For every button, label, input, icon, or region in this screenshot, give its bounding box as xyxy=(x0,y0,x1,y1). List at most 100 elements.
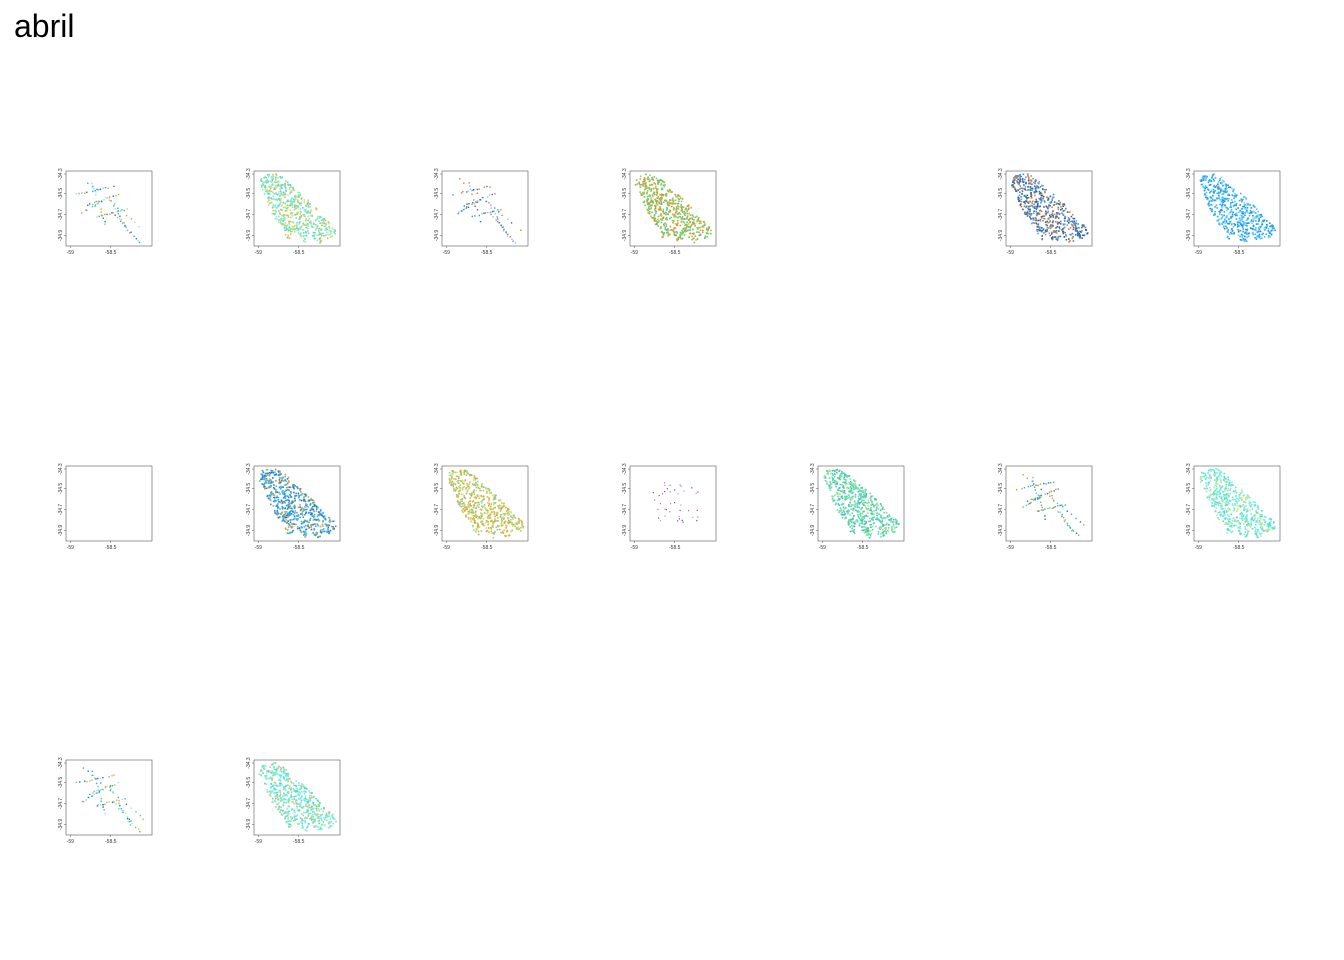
data-point xyxy=(99,188,102,190)
data-point xyxy=(682,231,684,234)
data-point xyxy=(862,504,865,506)
data-point xyxy=(1026,477,1029,480)
data-point xyxy=(1040,501,1042,503)
data-point xyxy=(1235,524,1237,527)
data-point xyxy=(881,525,883,528)
data-point xyxy=(458,501,460,504)
data-point xyxy=(303,498,306,501)
data-point xyxy=(474,511,477,513)
data-point xyxy=(1057,488,1059,490)
data-point xyxy=(840,513,842,515)
data-point xyxy=(459,489,461,492)
data-point xyxy=(284,479,287,481)
data-point xyxy=(325,525,328,527)
data-point xyxy=(1215,472,1217,475)
data-point xyxy=(319,238,321,241)
data-point xyxy=(472,517,475,520)
data-point xyxy=(128,232,131,234)
data-point xyxy=(654,185,657,188)
data-point xyxy=(289,192,291,195)
data-point xyxy=(640,194,643,196)
data-point xyxy=(1045,210,1047,213)
data-point xyxy=(668,233,671,236)
data-point xyxy=(1213,192,1215,194)
data-point xyxy=(690,224,693,227)
data-point xyxy=(274,205,276,208)
data-point xyxy=(1210,180,1212,182)
data-point xyxy=(282,201,285,204)
data-point xyxy=(854,493,857,496)
data-points xyxy=(634,173,712,244)
data-point xyxy=(861,521,863,523)
data-point xyxy=(1017,182,1020,185)
data-point xyxy=(483,524,486,527)
data-point xyxy=(1020,175,1022,178)
data-point xyxy=(1232,211,1235,214)
data-point xyxy=(1212,473,1215,476)
data-point xyxy=(1223,480,1226,483)
data-point xyxy=(1222,197,1225,199)
data-point xyxy=(290,186,293,188)
data-point xyxy=(647,208,650,211)
data-point xyxy=(471,509,474,512)
data-point xyxy=(521,520,523,523)
data-point xyxy=(643,192,645,195)
data-point xyxy=(267,193,269,195)
data-point xyxy=(1238,221,1241,224)
data-point xyxy=(1258,215,1260,217)
data-point xyxy=(1213,505,1216,508)
data-point xyxy=(1057,511,1059,513)
data-point xyxy=(489,514,491,517)
data-point xyxy=(885,531,888,533)
data-point xyxy=(1038,180,1041,183)
data-point xyxy=(1063,203,1065,205)
data-point xyxy=(861,519,863,522)
data-point xyxy=(458,211,460,213)
data-point xyxy=(1263,226,1266,229)
data-point xyxy=(1206,175,1209,178)
data-point xyxy=(270,185,272,188)
data-point xyxy=(710,229,712,232)
data-point xyxy=(683,490,685,492)
data-point xyxy=(1244,521,1247,523)
data-point xyxy=(1239,192,1242,195)
data-point xyxy=(456,496,459,498)
data-point xyxy=(522,526,524,529)
map-panel-2: -34.3 -34.5 -34.7 -34.9 -59 -58.5 xyxy=(242,166,352,256)
data-point xyxy=(328,222,331,225)
data-point xyxy=(654,217,657,220)
data-point xyxy=(95,191,97,193)
data-point xyxy=(864,493,866,496)
data-point xyxy=(280,186,283,189)
data-point xyxy=(1235,208,1237,211)
data-point xyxy=(1040,184,1043,187)
data-point xyxy=(322,515,325,518)
data-point xyxy=(1227,184,1229,186)
data-point xyxy=(1023,188,1026,190)
data-point xyxy=(509,518,512,521)
data-point xyxy=(483,486,485,488)
data-point xyxy=(689,226,692,229)
data-point xyxy=(891,530,894,533)
data-point xyxy=(1025,200,1027,202)
data-point xyxy=(670,199,672,202)
plot-frame xyxy=(817,465,905,542)
data-point xyxy=(1218,484,1221,487)
x-tick-label: -58.5 xyxy=(105,250,117,256)
data-point xyxy=(1057,217,1060,219)
data-point xyxy=(865,489,867,491)
data-point xyxy=(499,510,502,512)
data-point xyxy=(1034,188,1037,190)
data-point xyxy=(1214,472,1216,474)
data-point xyxy=(871,517,873,520)
data-point xyxy=(517,528,520,531)
data-point xyxy=(1218,488,1221,491)
data-point xyxy=(1252,205,1255,208)
data-point xyxy=(689,221,691,224)
data-point xyxy=(1246,515,1248,517)
data-point xyxy=(1250,505,1252,508)
data-point xyxy=(117,193,120,196)
data-point xyxy=(467,510,470,512)
data-point xyxy=(696,226,698,229)
data-point xyxy=(1260,527,1263,530)
